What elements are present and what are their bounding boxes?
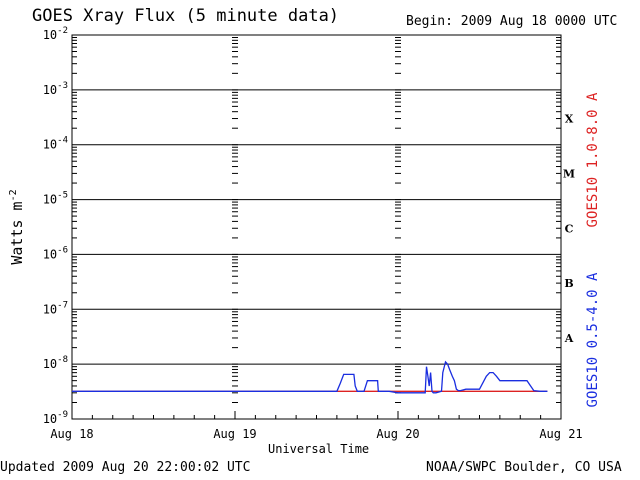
flare-class-label: A bbox=[564, 332, 574, 345]
legend-long-channel: GOES10 1.0-8.0 A bbox=[585, 92, 601, 227]
y-tick-base: 10 bbox=[43, 83, 57, 97]
y-tick-exponent: -2 bbox=[57, 26, 68, 36]
series-short-line bbox=[72, 360, 548, 394]
plot-frame bbox=[71, 34, 562, 420]
y-tick-base: 10 bbox=[43, 193, 57, 207]
y-tick-exponent: -8 bbox=[57, 355, 68, 365]
y-tick-label: 10-6 bbox=[43, 245, 68, 261]
x-tick-label: Aug 19 bbox=[213, 427, 256, 441]
updated-timestamp: Updated 2009 Aug 20 22:00:02 UTC bbox=[0, 460, 251, 475]
y-tick-label: 10-4 bbox=[43, 136, 68, 152]
x-tick-label: Aug 18 bbox=[50, 427, 93, 441]
y-axis-label-exp: -2 bbox=[8, 189, 19, 201]
y-tick-label: 10-2 bbox=[43, 26, 68, 42]
credit-text: NOAA/SWPC Boulder, CO USA bbox=[426, 460, 622, 475]
y-tick-base: 10 bbox=[43, 357, 57, 371]
flare-class-label: B bbox=[564, 277, 573, 290]
legend-short-channel: GOES10 0.5-4.0 A bbox=[585, 272, 601, 407]
y-tick-base: 10 bbox=[43, 302, 57, 316]
x-tick-label: Aug 20 bbox=[376, 427, 419, 441]
y-tick-base: 10 bbox=[43, 28, 57, 42]
flare-class-label: C bbox=[565, 222, 574, 235]
y-tick-exponent: -6 bbox=[57, 245, 68, 255]
y-tick-base: 10 bbox=[43, 247, 57, 261]
y-tick-exponent: -4 bbox=[57, 136, 68, 146]
y-axis-label-main: Watts m bbox=[8, 201, 26, 264]
y-tick-base: 10 bbox=[43, 138, 57, 152]
begin-date: Begin: 2009 Aug 18 0000 UTC bbox=[406, 14, 618, 29]
chart-title: GOES Xray Flux (5 minute data) bbox=[32, 6, 340, 26]
y-tick-label: 10-3 bbox=[43, 81, 68, 97]
y-tick-label: 10-7 bbox=[43, 300, 68, 316]
flare-class-label: M bbox=[563, 167, 575, 180]
y-tick-label: 10-5 bbox=[43, 191, 68, 207]
y-tick-base: 10 bbox=[43, 412, 57, 426]
x-tick-label: Aug 21 bbox=[539, 427, 582, 441]
y-tick-exponent: -3 bbox=[57, 81, 68, 91]
y-tick-label: 10-9 bbox=[43, 410, 68, 426]
y-tick-exponent: -9 bbox=[57, 410, 68, 420]
y-tick-label: 10-8 bbox=[43, 355, 68, 371]
x-axis-label: Universal Time bbox=[268, 442, 370, 456]
y-axis-label: Watts m-2 bbox=[8, 189, 26, 264]
y-tick-exponent: -7 bbox=[57, 300, 68, 310]
flare-class-label: X bbox=[565, 113, 574, 126]
y-tick-exponent: -5 bbox=[57, 191, 68, 201]
